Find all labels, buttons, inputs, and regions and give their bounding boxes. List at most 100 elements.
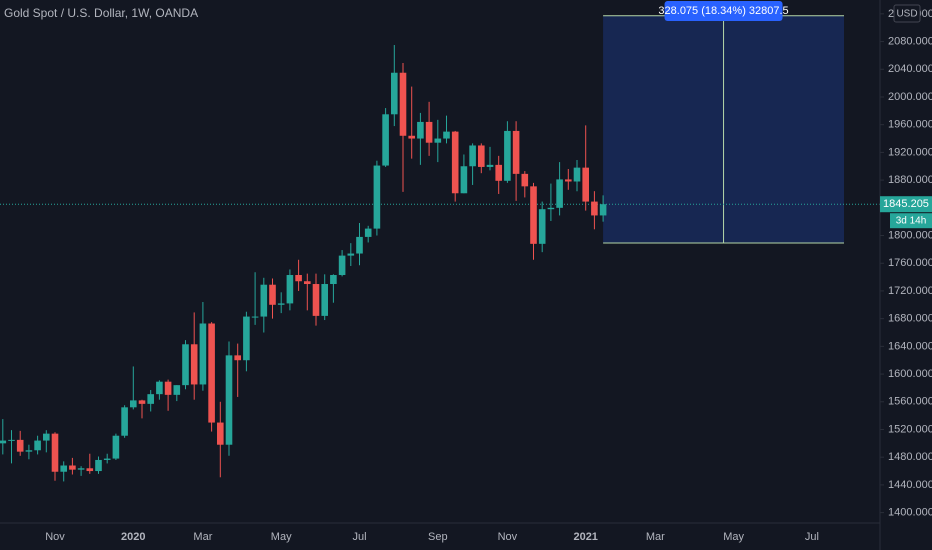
- candle-body: [60, 465, 67, 472]
- candle-body: [573, 167, 581, 182]
- y-tick-label: 1440.000: [888, 479, 932, 491]
- candle-body: [304, 281, 311, 285]
- candle-body: [347, 253, 355, 256]
- candle-body: [295, 275, 302, 282]
- plot-area: [0, 14, 880, 482]
- candle-body: [277, 303, 285, 305]
- candle-body: [286, 275, 294, 304]
- candle-body: [86, 468, 94, 472]
- candle-body: [251, 316, 259, 318]
- currency-label: USD: [896, 9, 917, 20]
- candle-body: [182, 344, 189, 386]
- candle-body: [43, 433, 50, 441]
- candle-body: [69, 465, 76, 470]
- candle-body: [486, 164, 494, 167]
- x-tick-label: Jul: [352, 531, 366, 543]
- candle-body: [504, 130, 511, 181]
- candle-body: [391, 72, 398, 115]
- candle-body: [373, 165, 381, 229]
- candle-body: [356, 236, 363, 254]
- x-tick-label: 2020: [121, 531, 145, 543]
- candle-body: [269, 284, 276, 305]
- x-tick-label: 2021: [573, 531, 597, 543]
- candle-body: [147, 394, 154, 404]
- candle-body: [591, 201, 598, 216]
- candle-body: [8, 439, 15, 441]
- candle-body: [0, 440, 7, 444]
- y-tick-label: 1720.000: [888, 285, 932, 297]
- candle-body: [156, 381, 163, 395]
- last-price-label: 1845.205: [883, 198, 929, 210]
- candle-body: [130, 400, 137, 408]
- y-tick-label: 1560.000: [888, 396, 932, 408]
- candle-body: [312, 284, 320, 316]
- candle-body: [521, 173, 529, 187]
- y-tick-label: 1400.000: [888, 507, 932, 519]
- candle-body: [399, 72, 407, 136]
- candle-body: [599, 204, 607, 216]
- candle-body: [364, 228, 372, 237]
- candle-body: [582, 167, 589, 202]
- candle-body: [478, 145, 485, 167]
- y-tick-label: 1680.000: [888, 313, 932, 325]
- candle-body: [225, 355, 233, 445]
- candle-body: [495, 164, 502, 181]
- y-tick-label: 1760.000: [888, 257, 932, 269]
- candle-body: [260, 284, 268, 317]
- candle-body: [538, 209, 546, 244]
- x-tick-label: Mar: [646, 531, 665, 543]
- candle-body: [16, 439, 24, 452]
- candle-body: [112, 435, 120, 459]
- candle-body: [434, 138, 442, 143]
- candle-body: [190, 344, 198, 385]
- y-tick-label: 1520.000: [888, 423, 932, 435]
- candle-body: [199, 323, 207, 385]
- candle-body: [173, 385, 181, 395]
- y-tick-label: 1640.000: [888, 340, 932, 352]
- y-tick-label: 1920.000: [888, 146, 932, 158]
- candle-body: [121, 407, 128, 436]
- currency-box: [893, 4, 921, 23]
- candle-body: [25, 450, 33, 452]
- y-tick-label: 2000.000: [888, 91, 932, 103]
- candle-body: [217, 422, 224, 445]
- candle-body: [208, 323, 215, 423]
- candle-body: [565, 179, 572, 182]
- x-tick-label: May: [271, 531, 292, 543]
- x-tick-label: Jul: [805, 531, 819, 543]
- candle-body: [77, 468, 85, 470]
- y-tick-label: 2080.000: [888, 35, 932, 47]
- y-tick-label: 1480.000: [888, 451, 932, 463]
- candle-body: [330, 275, 337, 285]
- candle-body: [556, 179, 563, 208]
- candle-body: [34, 440, 41, 451]
- last-price-box: [880, 196, 932, 213]
- candle-body: [234, 355, 241, 361]
- countdown-box: [890, 213, 932, 229]
- candle-body: [382, 114, 389, 166]
- candle-body: [451, 131, 459, 194]
- x-tick-label: Nov: [45, 531, 65, 543]
- candle-body: [338, 255, 346, 276]
- y-tick-label: 1800.000: [888, 229, 932, 241]
- measure-label-box: [664, 1, 783, 21]
- candle-body: [417, 121, 424, 139]
- candle-body: [425, 121, 433, 143]
- candle-body: [95, 459, 102, 472]
- candle-body: [138, 400, 146, 404]
- candle-body: [321, 284, 328, 316]
- y-tick-label: 1600.000: [888, 368, 932, 380]
- candle-body: [243, 316, 250, 361]
- chart-title: Gold Spot / U.S. Dollar, 1W, OANDA: [4, 6, 198, 20]
- candle-body: [469, 145, 476, 167]
- candle-body: [443, 131, 450, 139]
- candle-body: [164, 381, 172, 395]
- countdown-label: 3d 14h: [896, 215, 927, 226]
- candle-body: [408, 135, 415, 139]
- candle-body: [547, 207, 555, 210]
- x-tick-label: Nov: [498, 531, 518, 543]
- candle-body: [512, 130, 520, 174]
